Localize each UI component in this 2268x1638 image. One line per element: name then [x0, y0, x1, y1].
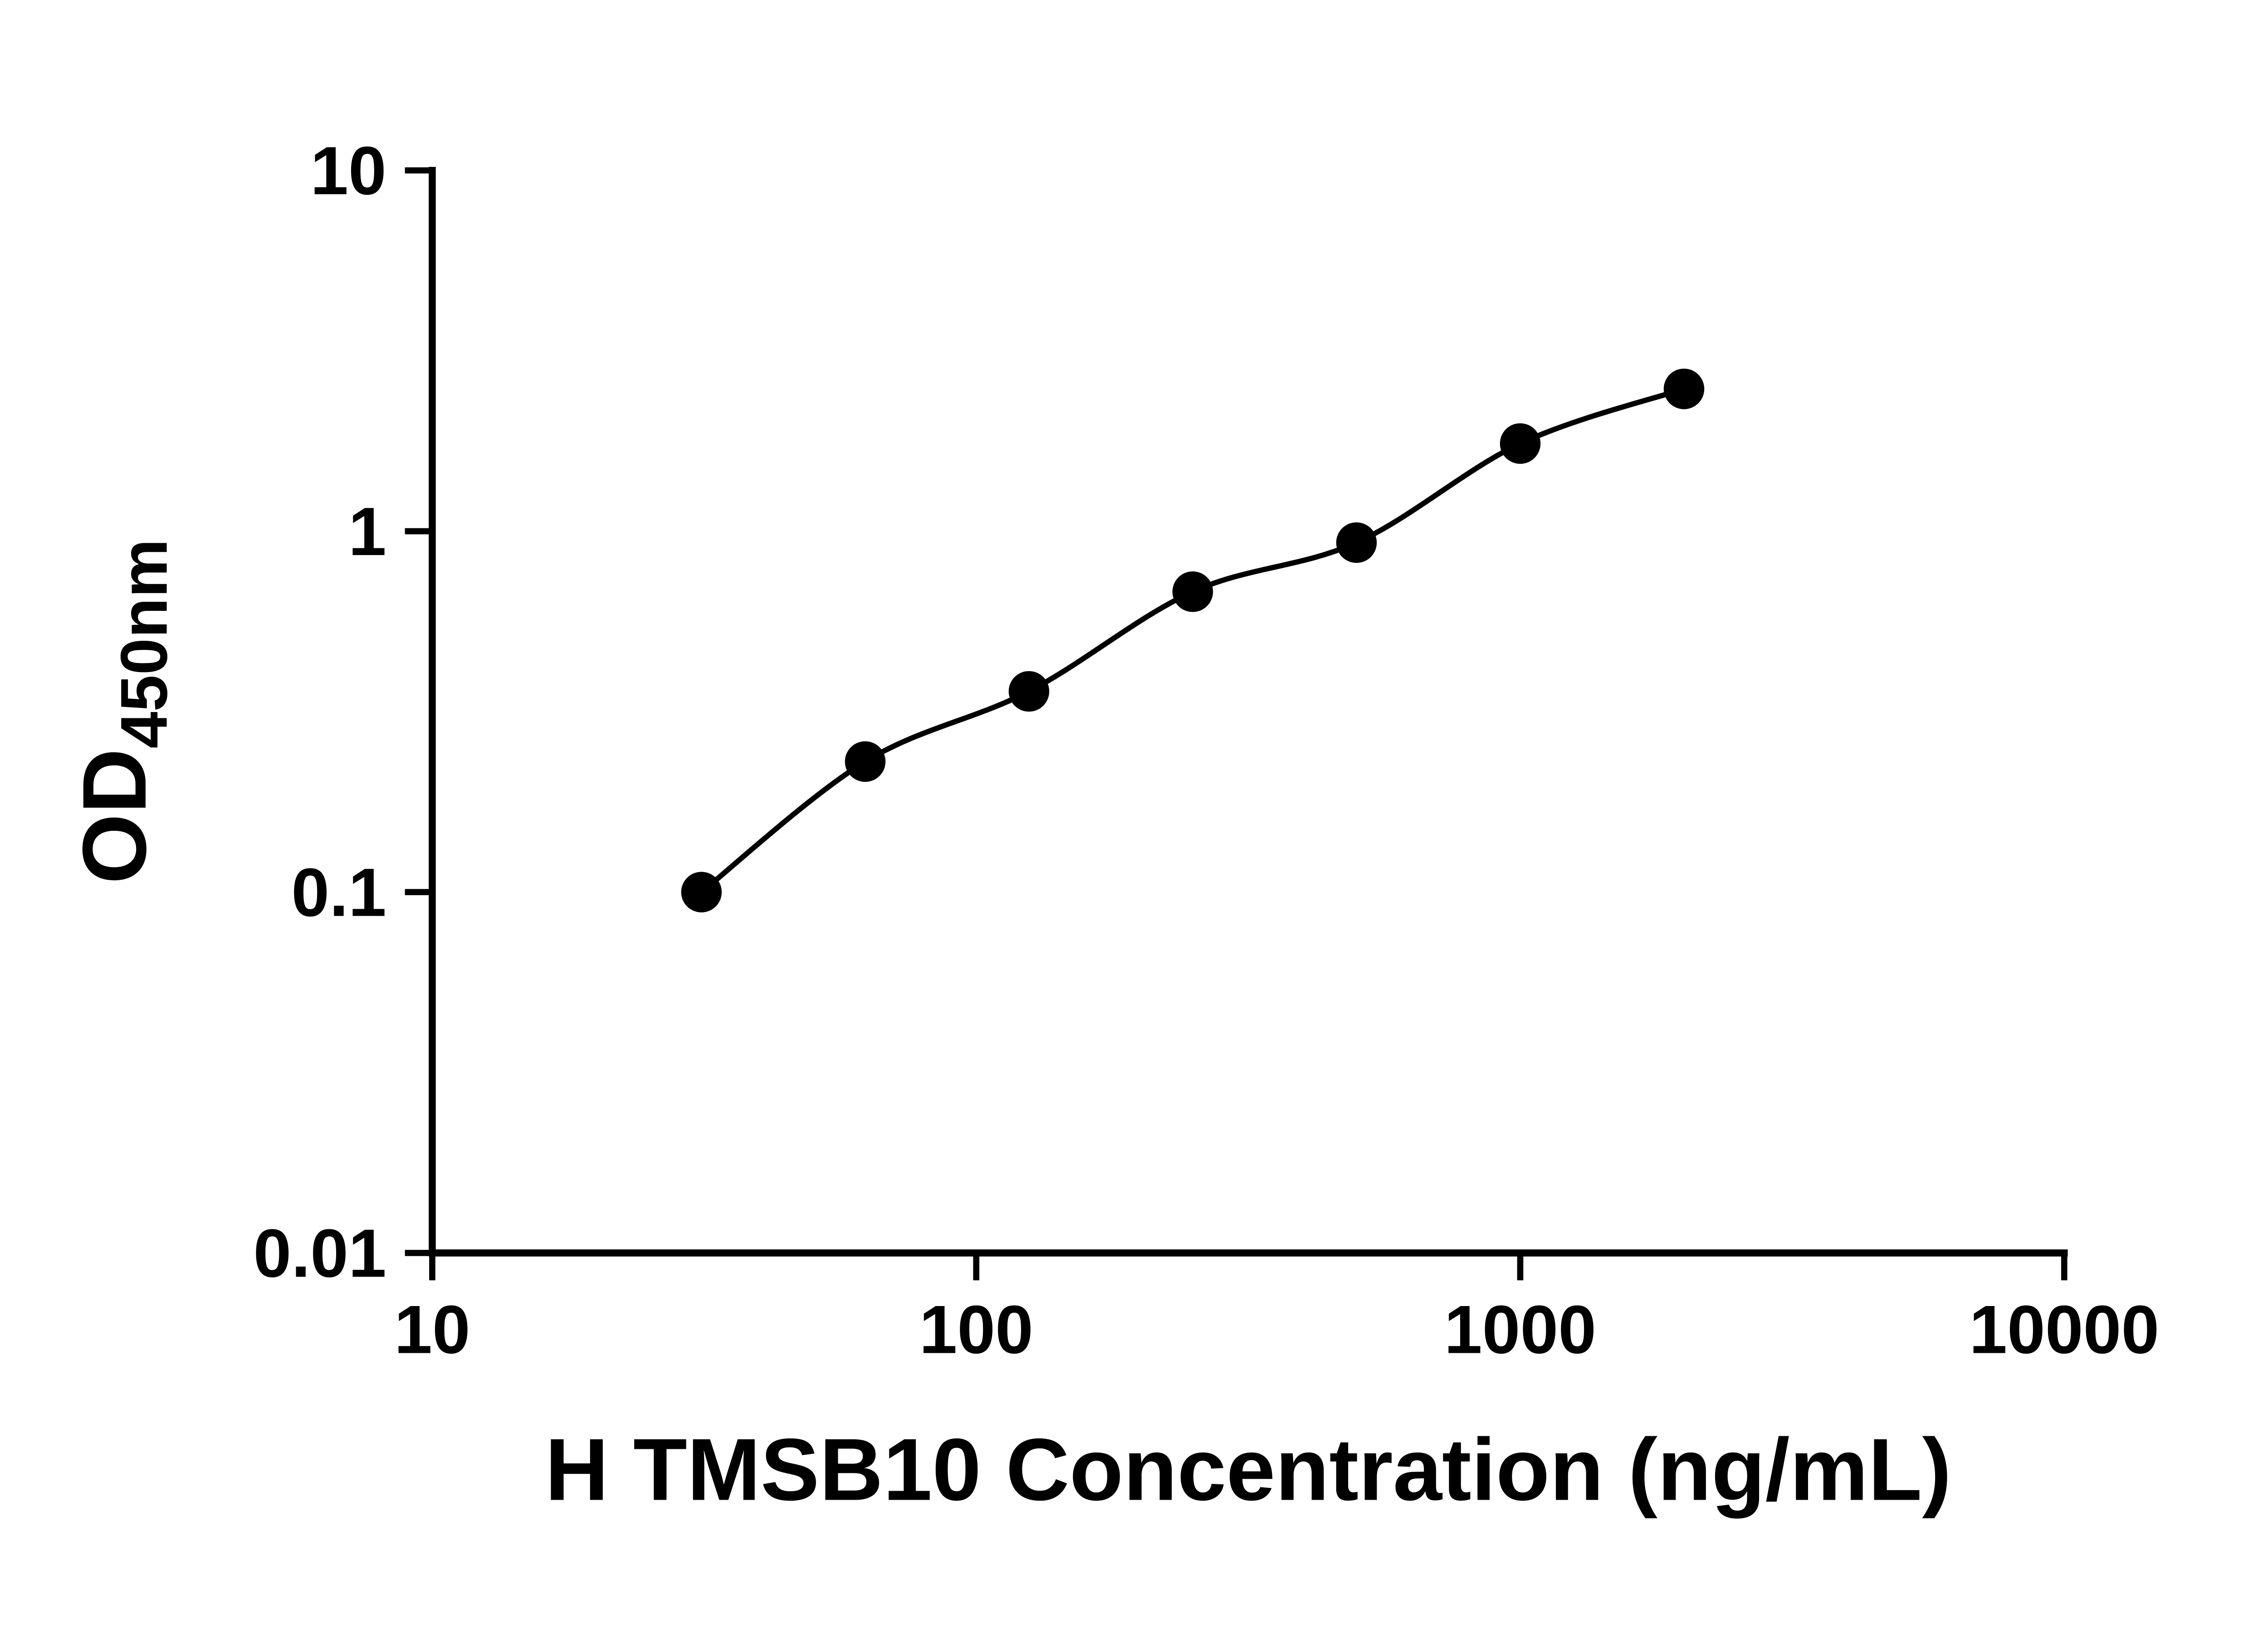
y-axis-tick-label: 1: [348, 493, 386, 570]
data-point: [681, 872, 722, 912]
y-axis-label: OD450nm: [64, 539, 181, 884]
y-axis-tick-label: 10: [310, 132, 386, 209]
axes-line: [429, 166, 2068, 1257]
y-axis-tick-label: 0.1: [291, 854, 386, 931]
data-point: [845, 741, 886, 782]
data-point: [1663, 368, 1705, 410]
plot-area: 0.01 0.1 1 10 10 100 1000 10000: [253, 132, 2159, 1367]
x-axis-tick-label: 100: [919, 1292, 1033, 1368]
x-axis-tick-label: 1000: [1444, 1292, 1596, 1368]
data-point: [1008, 671, 1050, 712]
data-point: [1336, 522, 1377, 563]
y-axis-tick-label: 0.01: [253, 1215, 386, 1291]
x-axis-tick-label: 10000: [1969, 1292, 2159, 1368]
y-axis-label-subscript: 450nm: [107, 539, 181, 748]
data-point: [1172, 571, 1213, 612]
x-axis-label: H TMSB10 Concentration (ng/mL): [545, 1420, 1952, 1519]
standard-curve-line: [699, 386, 1687, 895]
chart-svg: 0.01 0.1 1 10 10 100 1000 10000 H TMSB10 Concen…: [64, 132, 2159, 1519]
y-axis-label-main: OD: [64, 748, 165, 884]
data-point: [1500, 423, 1541, 464]
x-axis-tick-label: 10: [394, 1292, 470, 1368]
